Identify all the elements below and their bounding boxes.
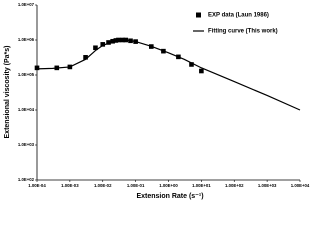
- legend-label: EXP data (Laun 1986): [208, 13, 269, 19]
- x-tick-label: 1.00E-02: [94, 183, 112, 188]
- x-tick-label: 1.00E+03: [258, 183, 277, 188]
- x-tick-label: 1.00E+01: [192, 183, 211, 188]
- legend-label: Fitting curve (This work): [208, 29, 278, 35]
- x-tick-label: 1.00E-03: [61, 183, 79, 188]
- data-point: [189, 62, 194, 67]
- chart: Extension Rate (s⁻¹) Extensional viscosi…: [4, 2, 310, 200]
- x-tick-label: 1.00E-01: [127, 183, 145, 188]
- x-axis-title: Extension Rate (s⁻¹): [136, 193, 203, 200]
- y-tick-label: 1.0E+04: [18, 107, 35, 112]
- data-point: [34, 65, 40, 71]
- x-tick-label: 1.00E+00: [159, 183, 178, 188]
- x-tick-label: 1.00E-04: [28, 183, 46, 188]
- data-point: [100, 42, 106, 47]
- data-point: [113, 38, 119, 43]
- data-point: [83, 55, 88, 60]
- y-axis-title: Extensional viscosity (Pa*s): [4, 46, 11, 139]
- x-tick-label: 1.00E+04: [291, 183, 310, 188]
- y-tick-label: 1.0E+06: [18, 37, 35, 42]
- y-tick-label: 1.0E+02: [18, 177, 35, 182]
- x-tick-label: 1.00E+02: [225, 183, 244, 188]
- legend-marker: [196, 12, 201, 18]
- y-tick-label: 1.0E+07: [18, 2, 35, 7]
- data-point: [93, 45, 98, 51]
- data-point: [106, 40, 111, 45]
- fit-line: [36, 39, 301, 111]
- data-point: [116, 37, 121, 43]
- data-point: [199, 68, 204, 74]
- y-tick-label: 1.0E+03: [18, 142, 35, 147]
- y-tick-label: 1.0E+05: [18, 72, 35, 77]
